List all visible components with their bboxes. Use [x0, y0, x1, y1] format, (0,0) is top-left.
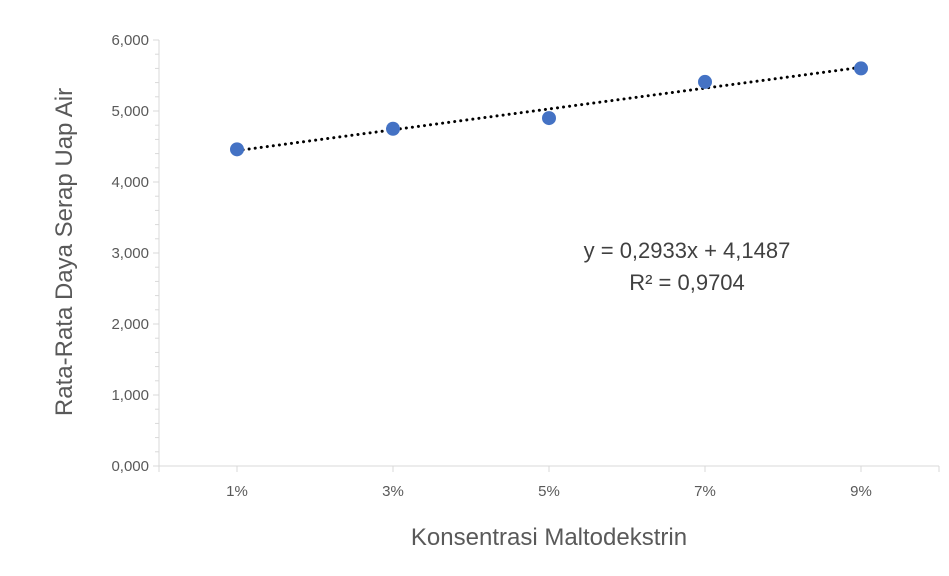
y-tick-label: 3,000 [111, 245, 149, 262]
trendline [235, 65, 863, 153]
x-tick-label: 1% [226, 483, 248, 500]
x-tick-label: 5% [538, 483, 560, 500]
x-tick-label: 9% [850, 483, 872, 500]
x-tick-label: 3% [382, 483, 404, 500]
data-point [698, 74, 712, 89]
y-tick-label: 2,000 [111, 316, 149, 333]
y-tick-label: 5,000 [111, 103, 149, 120]
y-axis-ticks: 0,000 1,000 2,000 3,000 4,000 5,000 6,000 [111, 32, 159, 475]
y-tick-label: 1,000 [111, 387, 149, 404]
x-axis-ticks: 1% 3% 5% 7% 9% [158, 466, 940, 500]
y-tick-label: 4,000 [111, 174, 149, 191]
data-point [386, 121, 400, 136]
x-axis-title: Konsentrasi Maltodekstrin [411, 524, 687, 551]
data-points [230, 61, 868, 157]
data-point [854, 61, 868, 76]
data-point [542, 111, 556, 126]
equation-label: y = 0,2933x + 4,1487 [584, 238, 791, 263]
y-tick-label: 0,000 [111, 458, 149, 475]
data-point [230, 142, 244, 157]
y-tick-label: 6,000 [111, 32, 149, 49]
axes [158, 40, 939, 467]
r-squared-label: R² = 0,9704 [629, 270, 745, 295]
y-axis-title: Rata-Rata Daya Serap Uap Air [51, 88, 78, 416]
x-tick-label: 7% [694, 483, 716, 500]
